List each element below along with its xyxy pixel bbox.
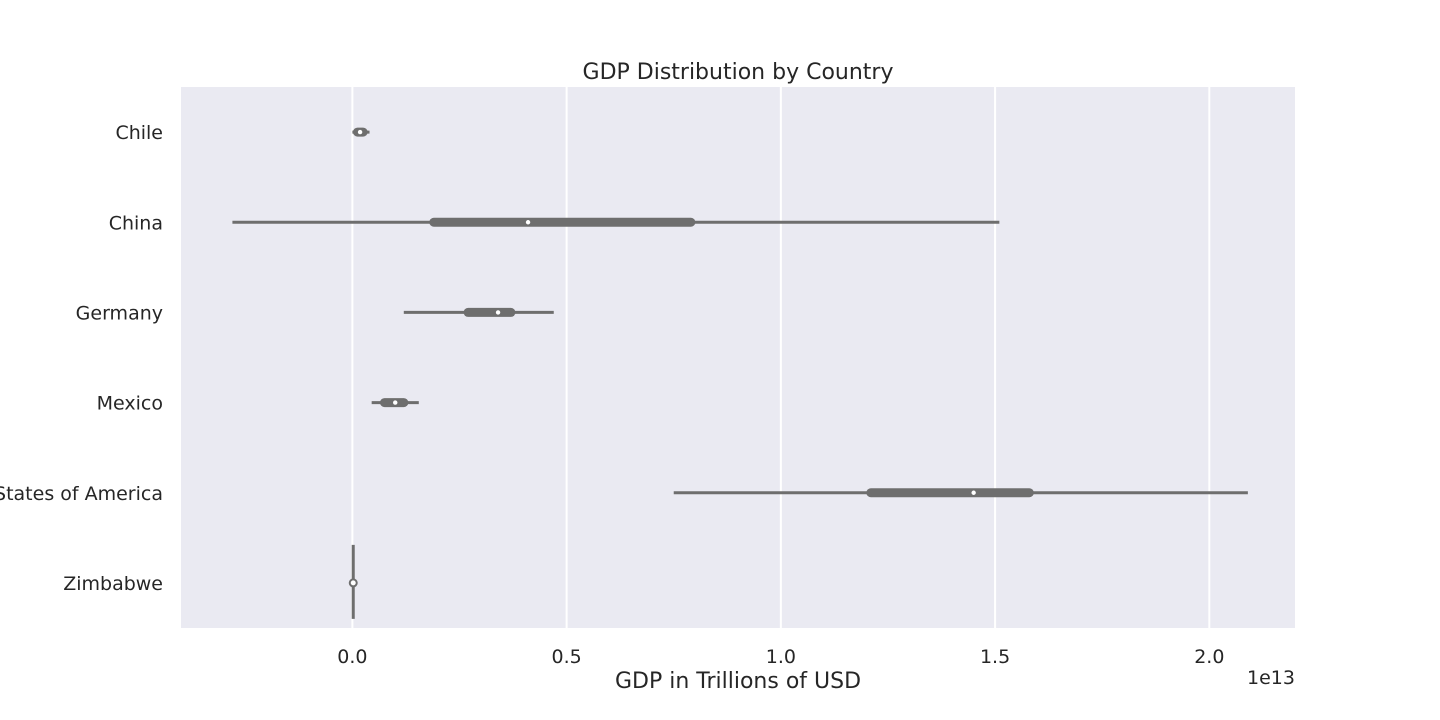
x-axis-offset-label: 1e13 <box>1247 667 1295 689</box>
plot-background <box>181 87 1295 628</box>
violin-zimbabwe <box>348 544 358 619</box>
y-tick-label: Zimbabwe <box>63 573 163 595</box>
x-axis-label: GDP in Trillions of USD <box>615 669 861 694</box>
violin-median <box>357 129 363 135</box>
y-tick-labels: Chile China Germany Mexico States of America… <box>0 122 163 595</box>
violin-median <box>393 400 398 405</box>
violin-median <box>525 220 531 225</box>
x-tick-labels: 0.0 0.5 1.0 1.5 2.0 <box>337 646 1224 668</box>
y-tick-label: Mexico <box>97 393 163 415</box>
x-tick-label: 2.0 <box>1194 646 1224 668</box>
y-tick-label: China <box>109 212 163 234</box>
violin-median <box>348 578 358 588</box>
violin-mexico <box>371 398 419 408</box>
y-tick-label: Germany <box>76 302 163 324</box>
x-tick-label: 1.0 <box>766 646 796 668</box>
violin-china <box>232 217 1000 227</box>
violin-median <box>971 490 976 495</box>
violin-germany <box>403 307 554 317</box>
y-tick-label: States of America <box>0 483 163 505</box>
violin-chile <box>352 127 370 137</box>
x-tick-label: 0.0 <box>337 646 367 668</box>
y-tick-label: Chile <box>115 122 163 144</box>
grid-lines <box>351 87 1211 628</box>
violin-states-of-america <box>673 488 1248 498</box>
violins <box>232 127 1248 619</box>
violin-median <box>495 310 501 315</box>
chart-title: GDP Distribution by Country <box>583 60 894 85</box>
x-tick-label: 0.5 <box>552 646 582 668</box>
x-tick-label: 1.5 <box>980 646 1010 668</box>
